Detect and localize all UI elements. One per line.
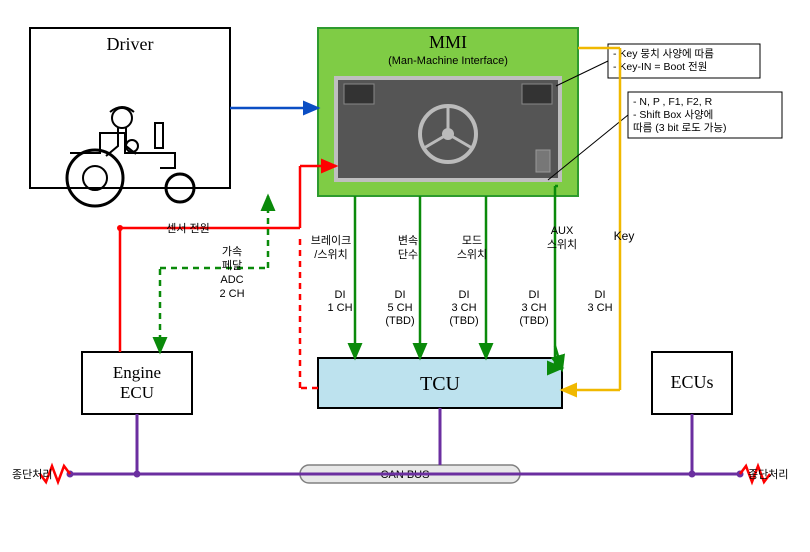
svg-text:DI: DI — [395, 289, 406, 301]
svg-text:브레이크: 브레이크 — [311, 234, 351, 247]
terminator-left-label: 종단처리 — [12, 468, 52, 481]
terminator-right-label: 종단처리 — [748, 468, 788, 481]
svg-text:모드: 모드 — [462, 235, 482, 247]
svg-text:ECUs: ECUs — [670, 372, 713, 392]
svg-text:- Key 뭉치 사양에 따름: - Key 뭉치 사양에 따름 — [613, 48, 714, 60]
svg-text:AUX: AUX — [551, 225, 574, 237]
svg-text:DI: DI — [529, 289, 540, 301]
svg-text:스위치: 스위치 — [547, 238, 577, 251]
svg-text:3 CH: 3 CH — [521, 302, 546, 314]
svg-text:2 CH: 2 CH — [219, 288, 244, 300]
svg-text:ECU: ECU — [120, 383, 154, 402]
svg-text:(TBD): (TBD) — [385, 315, 414, 327]
sensor-power-label: 센서 전원 — [166, 222, 210, 235]
svg-text:가속: 가속 — [222, 245, 242, 258]
svg-text:스위치: 스위치 — [457, 248, 487, 261]
svg-text:- Key-IN = Boot 전원: - Key-IN = Boot 전원 — [613, 61, 707, 73]
svg-text:따름 (3 bit 로도 가능): 따름 (3 bit 로도 가능) — [633, 122, 727, 134]
svg-text:(TBD): (TBD) — [449, 315, 478, 327]
svg-text:- Shift Box 사양에: - Shift Box 사양에 — [633, 109, 713, 121]
driver-title: Driver — [107, 34, 154, 54]
mmi-subtitle: (Man-Machine Interface) — [388, 55, 508, 67]
svg-text:DI: DI — [595, 289, 606, 301]
svg-text:페달: 페달 — [222, 259, 242, 272]
svg-text:DI: DI — [335, 289, 346, 301]
svg-text:- N, P , F1, F2, R: - N, P , F1, F2, R — [633, 96, 713, 108]
svg-text:변속: 변속 — [398, 234, 418, 247]
svg-text:5 CH: 5 CH — [387, 302, 412, 314]
svg-text:3 CH: 3 CH — [587, 302, 612, 314]
svg-text:1 CH: 1 CH — [327, 302, 352, 314]
mmi-title: MMI — [429, 32, 467, 52]
svg-text:Engine: Engine — [113, 363, 161, 382]
tcu-title: TCU — [420, 373, 461, 395]
svg-text:(TBD): (TBD) — [519, 315, 548, 327]
svg-text:DI: DI — [459, 289, 470, 301]
svg-text:3 CH: 3 CH — [451, 302, 476, 314]
svg-text:단수: 단수 — [398, 248, 418, 261]
svg-text:Key: Key — [614, 229, 635, 243]
svg-text:/스위치: /스위치 — [314, 248, 347, 261]
svg-text:ADC: ADC — [220, 274, 243, 286]
